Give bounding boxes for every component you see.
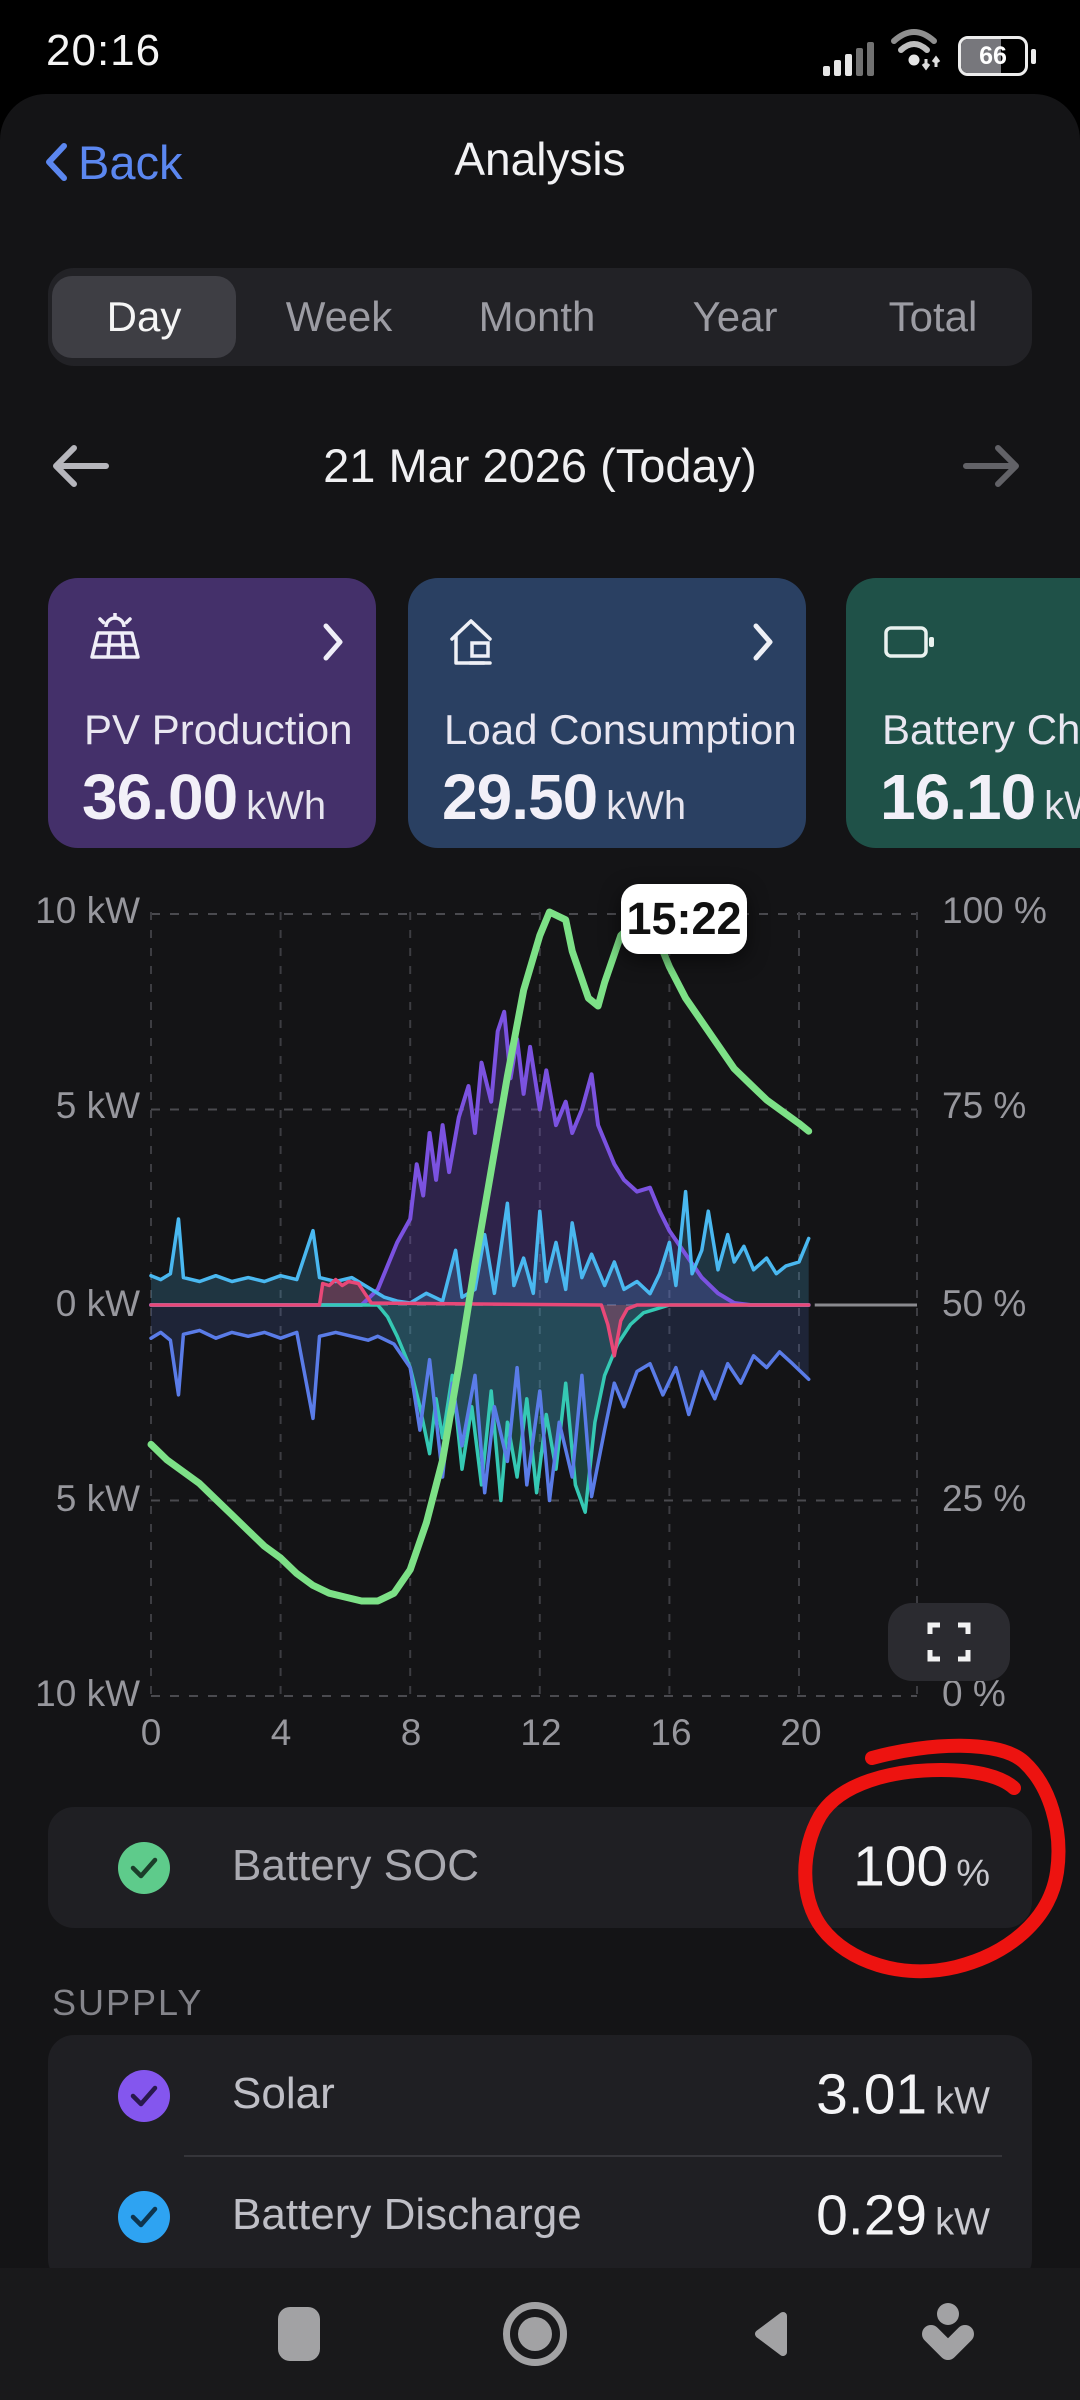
y-axis-tick-left: 5 kW (55, 1478, 140, 1519)
supply-section-header: SUPPLY (52, 1982, 204, 2023)
stat-card-value: 29.50 (442, 761, 598, 833)
battery-soc-checkbox[interactable] (118, 1841, 170, 1894)
battery-discharge-value: 0.29 (816, 2183, 928, 2248)
legend-row-battery-discharge[interactable]: Battery Discharge 0.29 kW (48, 2158, 1032, 2276)
x-axis-tick: 4 (270, 1712, 292, 1753)
legend-divider (184, 2155, 1002, 2157)
solar-unit: kW (935, 2080, 990, 2123)
legend-label: Battery SOC (232, 1840, 479, 1890)
chevron-right-icon (753, 623, 773, 661)
back-button[interactable]: Back (44, 130, 183, 194)
tab-week[interactable]: Week (285, 293, 393, 340)
stat-card-load-consumption[interactable]: Load Consumption 29.50 kWh (408, 578, 806, 848)
battery-soc-value: 100 (853, 1834, 949, 1899)
y-axis-tick-left: 5 kW (55, 1085, 140, 1126)
status-time: 20:16 (46, 26, 162, 75)
x-axis-tick: 20 (780, 1712, 822, 1753)
tab-day[interactable]: Day (52, 276, 236, 358)
wifi-icon (888, 25, 944, 76)
chart-cursor-tooltip: 15:22 (621, 884, 747, 954)
solar-value: 3.01 (816, 2062, 928, 2127)
battery-soc-card: Battery SOC 100 % (48, 1807, 1032, 1928)
stat-card-unit: kWh (246, 784, 327, 828)
battery-icon: 66 (958, 36, 1036, 76)
fullscreen-button[interactable] (888, 1603, 1010, 1681)
stat-card-label: Battery Charge (882, 706, 1080, 753)
stat-card-battery-charge[interactable]: Battery Charge 16.10 kWh (846, 578, 1080, 848)
stat-card-value: 36.00 (82, 761, 238, 833)
fullscreen-icon (927, 1622, 971, 1662)
supply-card: Solar 3.01 kW Battery Discharge 0.29 kW (48, 2035, 1032, 2285)
check-icon (130, 1857, 158, 1878)
tab-month[interactable]: Month (478, 293, 596, 340)
prev-day-button[interactable] (48, 438, 120, 502)
android-nav-bar (0, 2268, 1080, 2400)
home-circle-icon (503, 2302, 567, 2366)
y-axis-tick-right: 75 % (942, 1085, 1027, 1126)
y-axis-tick-left: 0 kW (55, 1283, 140, 1324)
house-icon (450, 619, 492, 665)
legend-row-battery-soc[interactable]: Battery SOC 100 % (48, 1807, 1032, 1928)
y-axis-tick-right: 50 % (942, 1283, 1027, 1324)
chevron-right-icon (323, 623, 343, 661)
arrow-right-icon (963, 445, 1019, 487)
next-day-button[interactable] (960, 438, 1032, 502)
status-icons: 66 (823, 29, 1036, 76)
back-triangle-icon (755, 2312, 787, 2356)
period-tabs: Day Week Month Year Total (48, 268, 1032, 366)
x-axis-tick: 8 (400, 1712, 422, 1753)
stat-card-label: Load Consumption (444, 706, 797, 753)
app-surface (0, 94, 1080, 2268)
stat-card-pv-production[interactable]: PV Production 36.00 kWh (48, 578, 376, 848)
y-axis-tick-left: 10 kW (35, 890, 140, 931)
arrow-left-icon (53, 445, 109, 487)
legend-row-solar[interactable]: Solar 3.01 kW (48, 2037, 1032, 2155)
battery-charge-icon (884, 626, 934, 658)
recents-button[interactable] (229, 2268, 369, 2400)
legend-label: Battery Discharge (232, 2190, 582, 2239)
battery-discharge-checkbox[interactable] (118, 2191, 170, 2243)
stat-card-label: PV Production (84, 706, 353, 753)
page-title: Analysis (454, 133, 626, 185)
signal-strength-icon (823, 40, 874, 76)
solar-panel-icon (90, 613, 140, 659)
x-axis-tick: 12 (520, 1712, 562, 1753)
android-back-button[interactable] (700, 2268, 840, 2400)
y-axis-tick-right: 100 % (942, 890, 1047, 931)
back-label: Back (78, 135, 183, 189)
battery-discharge-unit: kW (935, 2201, 990, 2244)
stat-card-unit: kWh (606, 784, 687, 828)
legend-label: Solar (232, 2069, 335, 2118)
assistant-handle-button[interactable] (878, 2268, 1018, 2400)
stat-card-value: 16.10 (880, 761, 1036, 833)
tab-year[interactable]: Year (692, 293, 778, 340)
person-icon (922, 2303, 974, 2360)
tab-total[interactable]: Total (888, 293, 978, 340)
y-axis-tick-left: 10 kW (35, 1673, 140, 1714)
x-axis-tick: 16 (650, 1712, 692, 1753)
home-button[interactable] (465, 2268, 605, 2400)
x-axis-tick: 0 (140, 1712, 162, 1753)
battery-percent: 66 (979, 41, 1007, 70)
check-icon (130, 2206, 158, 2228)
recents-square-icon (278, 2307, 320, 2361)
date-label: 21 Mar 2026 (Today) (323, 439, 757, 492)
back-chevron-icon (46, 143, 67, 181)
stat-card-unit: kWh (1044, 784, 1080, 828)
solar-checkbox[interactable] (118, 2070, 170, 2122)
check-icon (130, 2085, 158, 2107)
battery-soc-unit: % (956, 1852, 990, 1895)
y-axis-tick-right: 25 % (942, 1478, 1027, 1519)
